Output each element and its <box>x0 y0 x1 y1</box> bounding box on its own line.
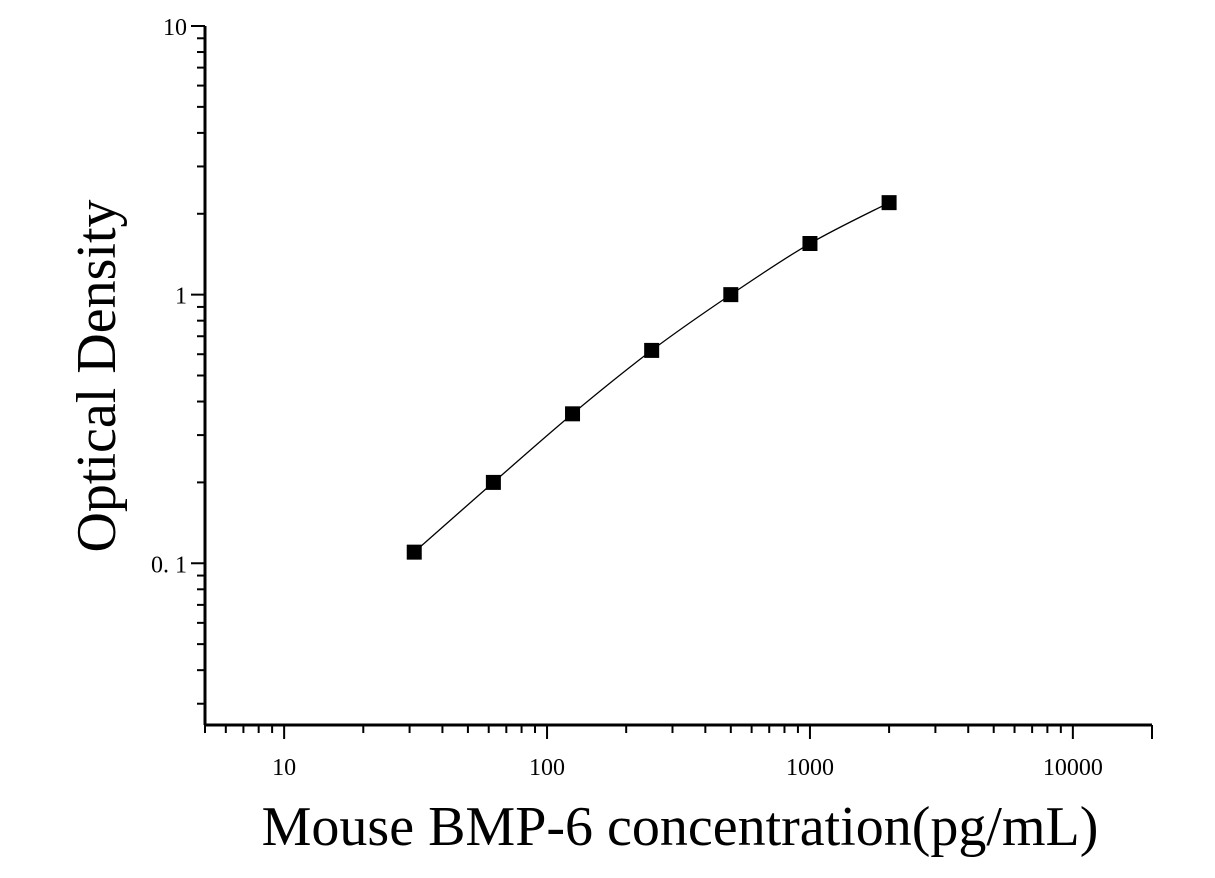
y-tick-label: 1 <box>175 284 187 310</box>
y-tick-label: 0. 1 <box>151 552 187 578</box>
data-point-marker <box>644 342 660 358</box>
y-axis-ticks <box>191 25 205 705</box>
x-axis-title: Mouse BMP-6 concentration(pg/mL) <box>262 796 1099 858</box>
y-axis-title: Optical Density <box>66 199 128 552</box>
x-tick-label: 10 <box>272 755 296 781</box>
data-points <box>406 195 897 560</box>
x-axis-tick-labels: 10 100 1000 10000 <box>272 755 1103 781</box>
data-point-marker <box>406 544 422 560</box>
data-point-marker <box>485 474 501 490</box>
data-point-marker <box>881 195 897 211</box>
axes <box>203 26 1152 727</box>
y-tick-label: 10 <box>163 15 187 41</box>
fit-curve <box>413 202 890 553</box>
x-axis-ticks <box>204 725 1153 739</box>
x-tick-label: 1000 <box>786 755 834 781</box>
data-point-marker <box>802 236 818 252</box>
fit-curve-line <box>413 202 890 553</box>
data-point-marker <box>723 287 739 303</box>
y-axis-tick-labels: 0. 1 1 10 <box>151 15 187 578</box>
x-tick-label: 10000 <box>1043 755 1103 781</box>
x-tick-label: 100 <box>529 755 565 781</box>
data-point-marker <box>565 406 581 422</box>
